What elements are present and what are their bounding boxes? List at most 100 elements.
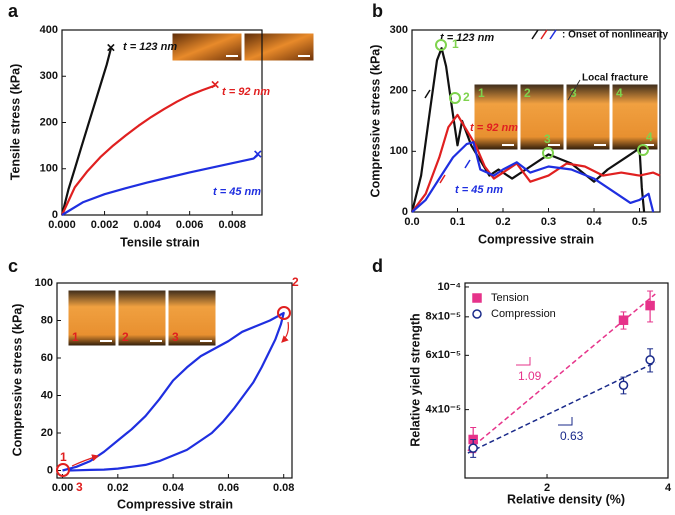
y-tick-label: 0 <box>52 209 58 221</box>
loading-arrow <box>71 454 100 467</box>
inset-label: 3 <box>570 86 577 100</box>
point <box>468 443 478 453</box>
panel-letter: b <box>372 1 383 21</box>
point <box>645 355 655 365</box>
y-tick-label: 300 <box>390 24 408 36</box>
series-name: t = 92 nm <box>470 122 518 134</box>
x-axis-label: Compressive strain <box>478 232 594 246</box>
unloading-arrow <box>281 321 289 343</box>
series-name: t = 123 nm <box>440 32 494 44</box>
pointer-line <box>567 79 581 101</box>
annotation: 4 <box>646 130 653 144</box>
slope-label: 0.63 <box>560 429 584 443</box>
x-tick-label: 0.002 <box>91 219 119 231</box>
inset-photo <box>519 83 565 151</box>
inset-photo <box>473 83 519 151</box>
highlight-circle <box>435 39 447 51</box>
end-marker: × <box>253 146 262 163</box>
y-tick-label: 10⁻⁴ <box>438 281 461 293</box>
onset-arrow <box>464 159 471 169</box>
inset-photo <box>171 32 243 62</box>
x-tick-label: 0.000 <box>48 219 76 231</box>
x-tick-label: 0.2 <box>495 216 510 228</box>
x-tick-label: 0.5 <box>632 216 647 228</box>
onset-arrow <box>424 89 431 99</box>
series-name: t = 92 nm <box>222 86 270 98</box>
end-marker: × <box>107 39 116 56</box>
highlight-circle <box>542 147 554 159</box>
plot-frame <box>56 282 293 479</box>
annotation: Local fracture <box>582 73 649 84</box>
highlight-circle <box>449 92 461 104</box>
series-name: t = 45 nm <box>455 184 503 196</box>
y-tick-label: 100 <box>40 163 58 175</box>
series-line <box>62 311 285 472</box>
panel-letter: d <box>372 256 383 276</box>
x-tick-label: 0.006 <box>176 219 204 231</box>
y-tick-label: 100 <box>390 145 408 157</box>
annotation: 2 <box>292 275 299 289</box>
x-tick-label: 0.06 <box>218 482 239 494</box>
x-tick-label: 0.0 <box>404 216 419 228</box>
x-tick-label: 0.004 <box>133 219 161 231</box>
x-tick-label: 0.3 <box>541 216 556 228</box>
x-tick-label: 0.1 <box>450 216 465 228</box>
y-tick-label: 6x10⁻⁵ <box>426 349 461 361</box>
x-tick-label: 0.00 <box>52 482 73 494</box>
inset-photo <box>167 289 217 347</box>
inset-label: 2 <box>524 86 531 100</box>
series-name: t = 123 nm <box>123 41 177 53</box>
series-line <box>410 47 646 213</box>
y-tick-label: 4x10⁻⁵ <box>426 404 461 416</box>
x-tick-label: 4 <box>665 482 672 494</box>
highlight-circle <box>637 144 649 156</box>
annotation: 3 <box>544 132 551 146</box>
inset-photo <box>67 289 117 347</box>
x-tick-label: 0.02 <box>107 482 128 494</box>
series-line <box>61 154 259 216</box>
y-tick-label: 100 <box>35 277 53 289</box>
annotation: : Onset of nonlinearity <box>562 30 669 41</box>
legend-marker <box>472 309 482 319</box>
onset-arrow <box>439 174 446 184</box>
series-name: t = 45 nm <box>213 186 261 198</box>
legend-label: Tension <box>491 292 529 304</box>
annotation: 2 <box>463 90 470 104</box>
x-tick-label: 0.4 <box>586 216 602 228</box>
slope-triangle <box>516 357 531 366</box>
inset-photo <box>117 289 167 347</box>
panel-letter: c <box>8 256 18 276</box>
x-tick-label: 2 <box>544 482 550 494</box>
y-tick-label: 80 <box>41 314 53 326</box>
y-axis-label: Tensile stress (kPa) <box>8 64 22 181</box>
inset-label: 3 <box>172 330 179 344</box>
annotation: 1 <box>452 37 459 51</box>
slope-label: 1.09 <box>518 369 542 383</box>
y-tick-label: 60 <box>41 352 53 364</box>
y-tick-label: 8x10⁻⁵ <box>426 311 461 323</box>
legend-arrow <box>531 29 539 40</box>
highlight-circle <box>277 306 291 320</box>
inset-photo <box>565 83 611 151</box>
y-tick-label: 0 <box>47 464 53 476</box>
point <box>645 300 655 311</box>
y-tick-label: 40 <box>41 389 53 401</box>
slope-triangle <box>558 417 573 426</box>
plot-frame <box>411 29 661 213</box>
legend-marker <box>472 293 482 303</box>
point <box>618 380 629 390</box>
x-tick-label: 0.08 <box>273 482 294 494</box>
series-line <box>61 84 216 216</box>
y-axis-label: Relative yield strength <box>408 313 422 446</box>
legend-arrow <box>540 29 548 40</box>
annotation: 1 <box>60 450 67 464</box>
point <box>618 315 629 325</box>
inset-label: 1 <box>478 86 485 100</box>
y-tick-label: 200 <box>390 85 408 97</box>
y-axis-label: Compressive stress (kPa) <box>10 304 24 457</box>
legend-arrow <box>549 29 557 40</box>
y-tick-label: 0 <box>402 206 408 218</box>
x-axis-label: Relative density (%) <box>507 492 625 506</box>
x-axis-label: Tensile strain <box>120 235 200 249</box>
